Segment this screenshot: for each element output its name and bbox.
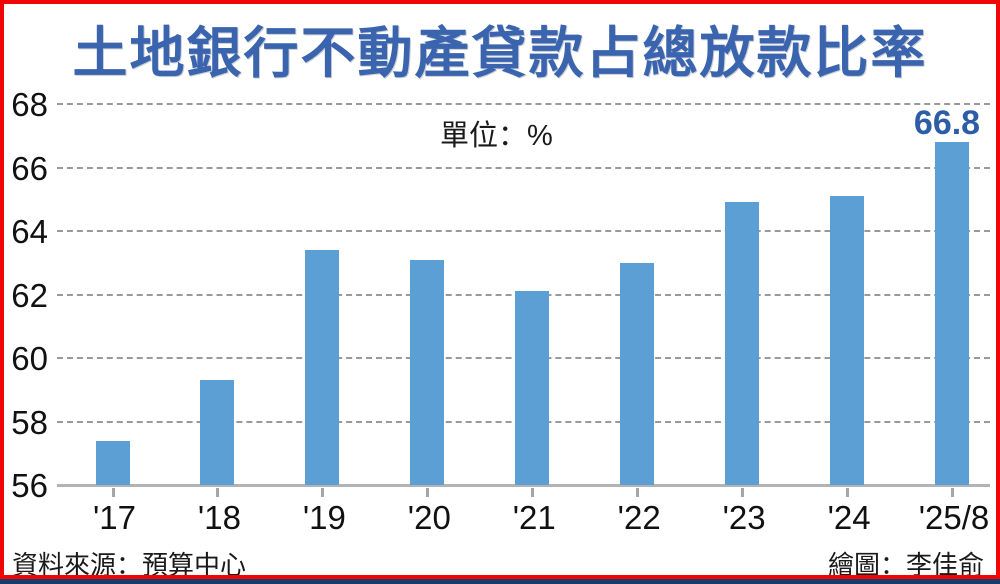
y-axis-label: 66 [11,149,48,187]
bar-18 [200,380,235,485]
bar-24 [830,196,865,485]
x-axis-label: '25/8 [918,499,990,536]
x-axis-line [57,484,990,487]
bar-21 [515,291,550,485]
y-axis-label: 68 [11,86,48,123]
x-axis-tick [741,488,745,497]
bar-22 [620,262,655,485]
y-axis-label: 56 [11,467,48,504]
x-axis-label: '22 [617,499,661,536]
gridline-y64 [57,230,990,232]
chart-title: 土地銀行不動產貸款占總放款比率 [72,22,928,84]
bar-17 [95,440,130,485]
bottom-navy-strip [0,579,1000,584]
unit-label: 單位：% [440,120,553,152]
bar-23 [725,202,760,485]
x-axis-tick [951,488,955,497]
x-axis-tick [531,488,535,497]
bar-value-label: 66.8 [913,104,981,143]
x-axis-label: '21 [512,499,556,536]
x-axis-label: '17 [92,499,136,536]
source-note: 資料來源：預算中心 [12,550,247,580]
y-axis-label: 58 [11,403,48,441]
y-axis-label: 60 [11,340,48,377]
y-axis-label: 62 [11,276,48,314]
gridline-y68 [57,103,990,105]
x-axis-tick [216,488,220,497]
bar-19 [305,250,340,485]
x-axis-tick [321,488,325,497]
x-axis-tick [111,488,115,497]
credit-note: 繪圖：李佳俞 [827,550,984,580]
x-axis-tick [846,488,850,497]
x-axis-label: '18 [197,499,241,536]
gridline-y66 [57,166,990,169]
x-axis-tick [426,488,430,497]
x-axis-tick [636,488,640,497]
x-axis-label: '19 [302,499,346,536]
x-axis-label: '20 [407,499,451,536]
y-axis-label: 64 [11,213,48,250]
x-axis-label: '23 [722,499,766,536]
bar-20 [410,259,445,485]
bar-258 [935,142,970,485]
x-axis-label: '24 [827,499,871,536]
